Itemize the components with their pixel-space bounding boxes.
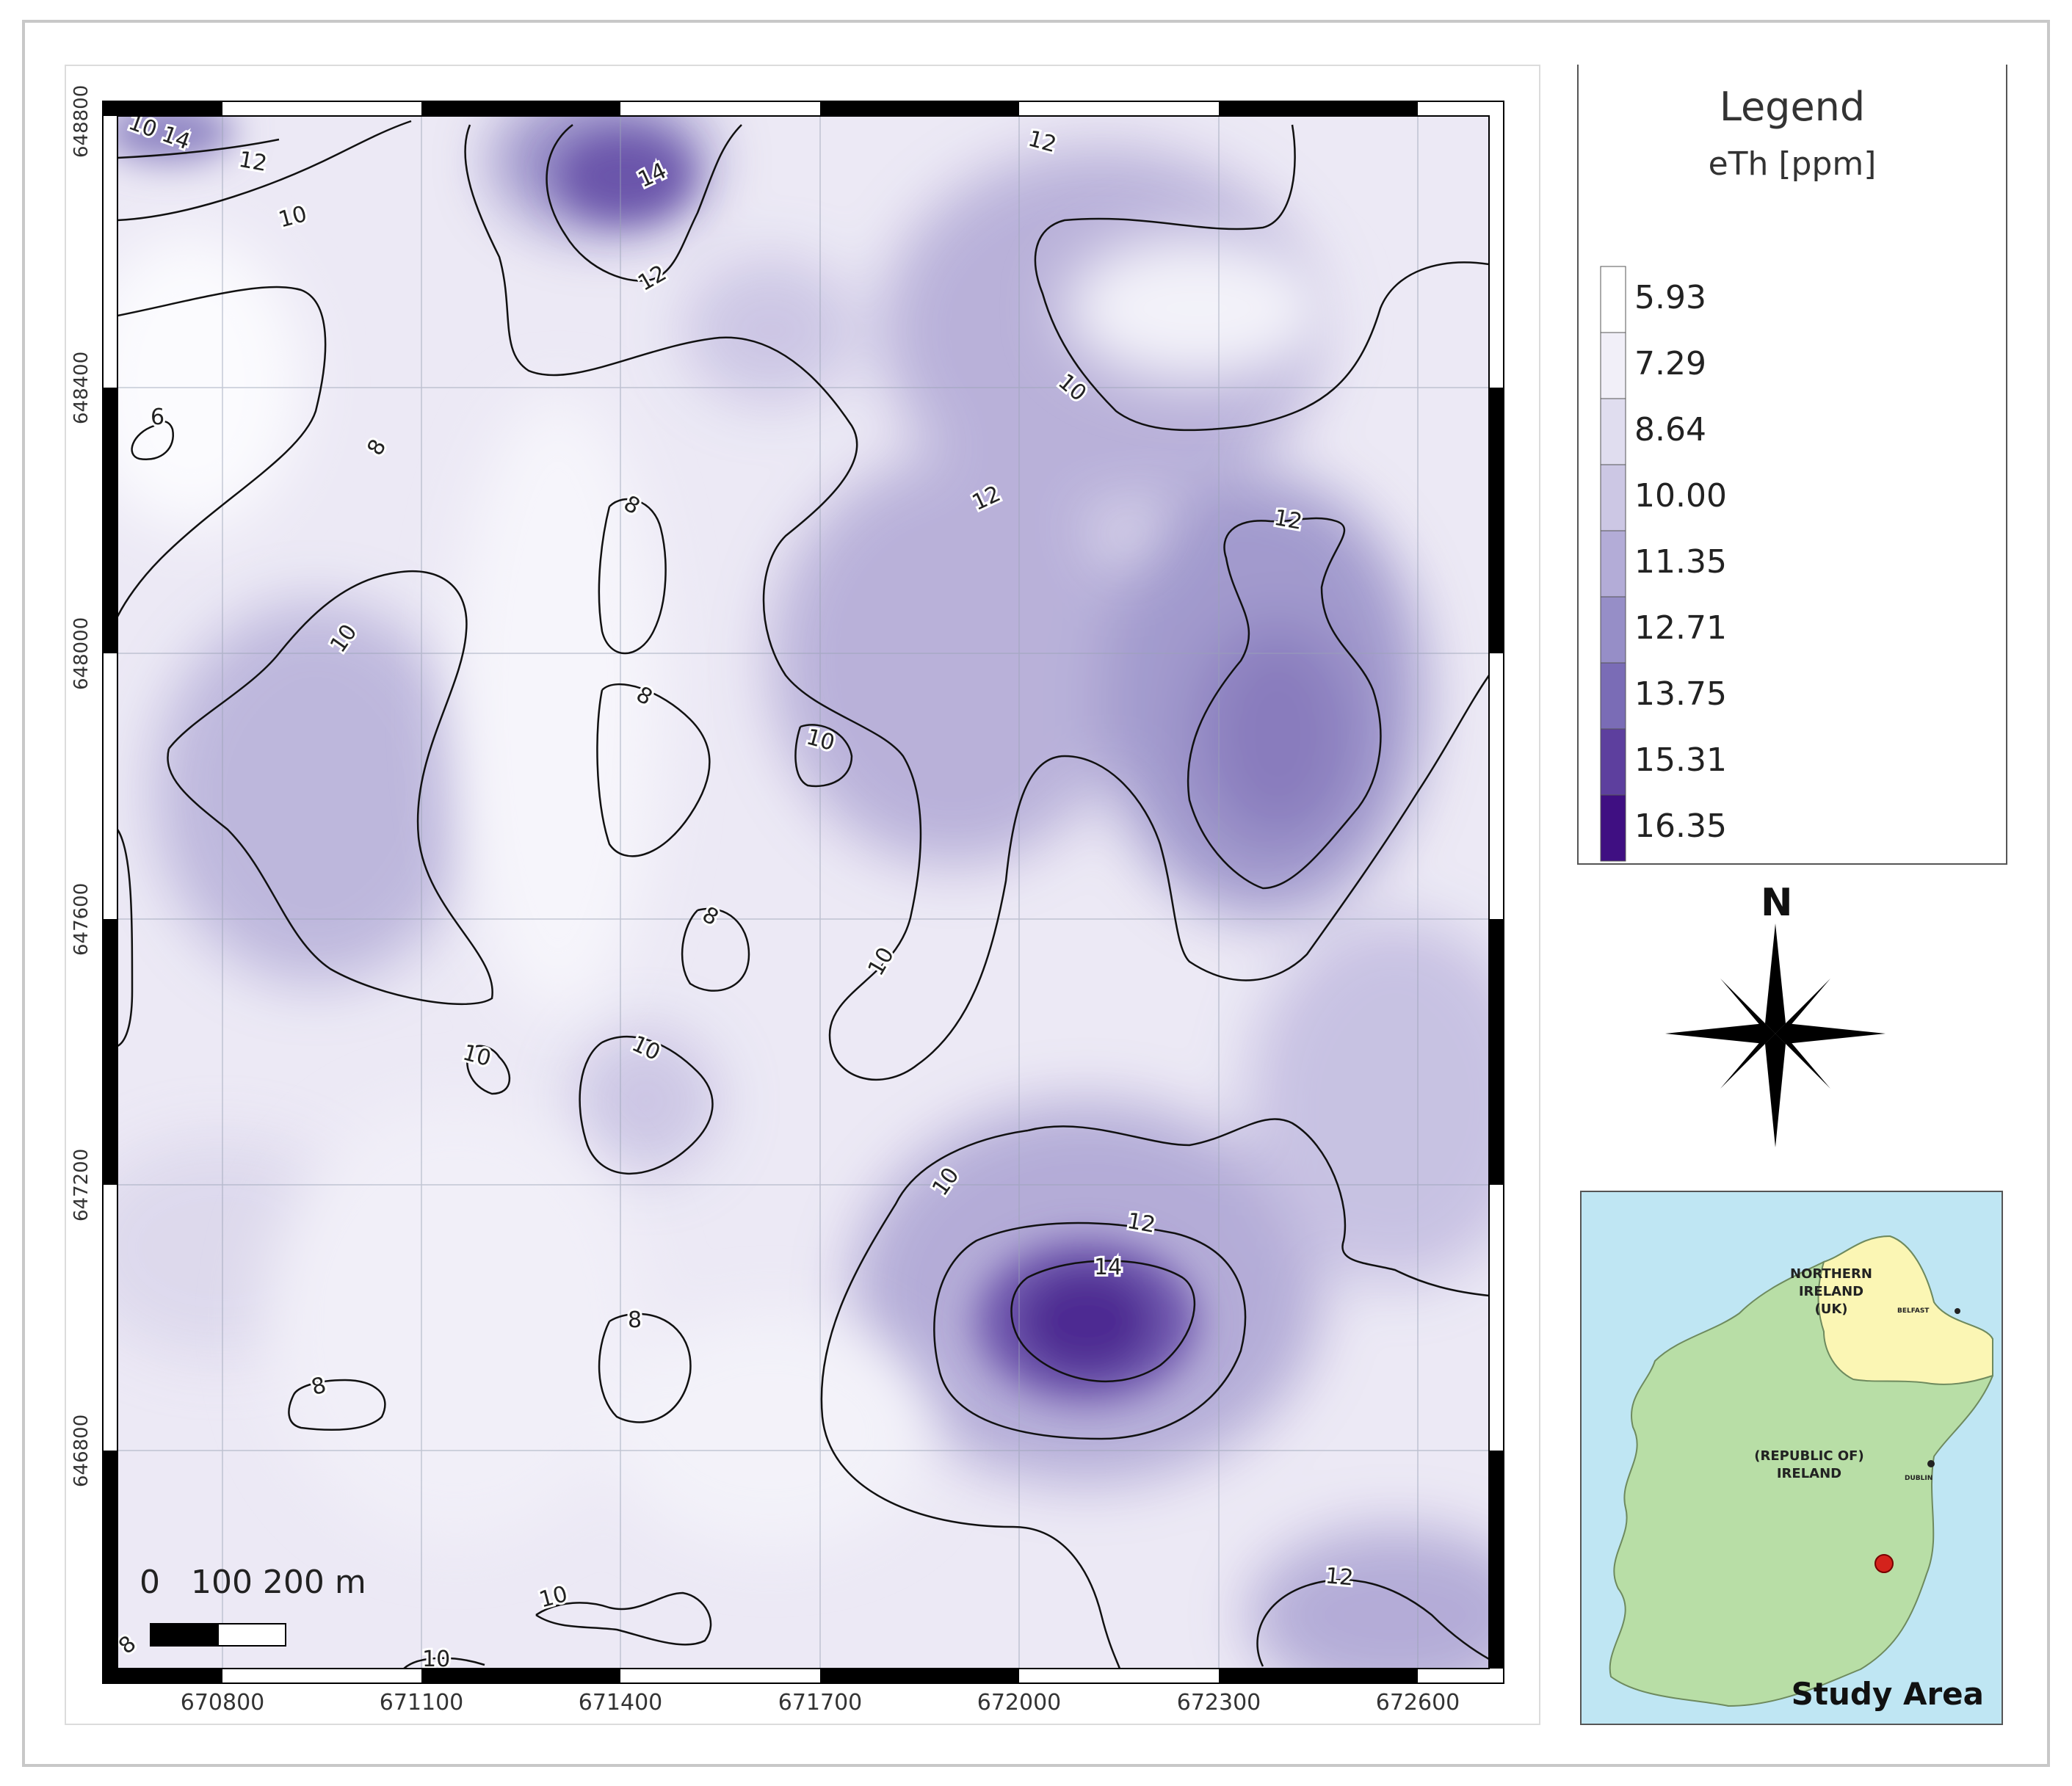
legend-swatch	[1600, 464, 1626, 531]
north-star-icon	[1665, 923, 1886, 1147]
legend-title: Legend	[1719, 84, 1866, 130]
scale-bar-label: 0 100 200 m	[140, 1564, 366, 1601]
inset-label-roi-2: IRELAND	[1776, 1466, 1842, 1481]
scale-bar	[150, 1623, 286, 1647]
inset-label-ni-2: IRELAND	[1798, 1284, 1864, 1299]
north-label: N	[1761, 881, 1793, 925]
legend-swatch	[1600, 398, 1626, 465]
map-panel-border	[65, 65, 1540, 1725]
legend-swatch	[1600, 530, 1626, 598]
legend-panel: Legend eTh [ppm] 5.93 7.29 8.64 10.00 11.35 1…	[1577, 65, 2007, 865]
contour-label: 8	[628, 1307, 642, 1333]
inset-caption: Study Area	[1791, 1676, 1984, 1712]
inset-label-roi-1: (REPUBLIC OF)	[1754, 1448, 1864, 1464]
x-tick-label: 671400	[578, 1690, 663, 1716]
x-tick-label: 672600	[1375, 1690, 1460, 1716]
legend-label: 12.71	[1634, 609, 1727, 647]
legend-swatch	[1600, 728, 1626, 796]
legend-swatch	[1600, 332, 1626, 399]
legend-label: 8.64	[1634, 411, 1706, 449]
eth-raster	[117, 116, 1489, 1669]
map-neatline	[102, 101, 1504, 1684]
legend-label: 16.35	[1634, 807, 1727, 845]
ireland-outline	[1609, 1235, 1993, 1707]
y-tick-label: 646800	[70, 1414, 93, 1487]
legend-swatch	[1600, 662, 1626, 730]
legend-label: 10.00	[1634, 477, 1727, 515]
contour-label: 12	[1272, 505, 1305, 535]
contour-label: 12	[237, 147, 269, 177]
x-tick-label: 672000	[977, 1690, 1062, 1716]
x-tick-label: 671100	[379, 1690, 464, 1716]
contour-label: 12	[1325, 1563, 1355, 1591]
y-tick-label: 648400	[70, 351, 93, 424]
inset-label-ni-1: NORTHERN	[1790, 1266, 1872, 1282]
contour-label: 12	[1126, 1208, 1158, 1238]
contour-lines	[117, 120, 1489, 1669]
legend-swatch	[1600, 266, 1626, 333]
legend-unit: eTh [ppm]	[1708, 145, 1877, 183]
legend-ramp-svg	[1600, 266, 1626, 862]
legend-label: 13.75	[1634, 675, 1727, 713]
inset-map: NORTHERN IRELAND (UK) BELFAST (REPUBLIC …	[1580, 1191, 2003, 1725]
graticule	[117, 116, 1489, 1669]
legend-swatch	[1600, 794, 1626, 862]
inset-label-belfast: BELFAST	[1897, 1307, 1930, 1315]
x-tick-label: 672300	[1176, 1690, 1261, 1716]
y-tick-label: 648000	[70, 617, 93, 690]
x-tick-label: 671700	[778, 1690, 863, 1716]
y-tick-label: 648800	[70, 84, 93, 158]
legend-label: 7.29	[1634, 345, 1706, 382]
y-tick-label: 647200	[70, 1148, 93, 1221]
contour-label: 6	[151, 404, 164, 430]
legend-label: 11.35	[1634, 543, 1727, 581]
legend-swatch	[1600, 596, 1626, 664]
x-tick-label: 670800	[180, 1690, 265, 1716]
legend-label: 15.31	[1634, 741, 1727, 779]
y-tick-label: 647600	[70, 882, 93, 956]
inset-label-dublin: DUBLIN	[1905, 1475, 1933, 1482]
legend-label: 5.93	[1634, 279, 1706, 316]
contour-label: 14	[1094, 1255, 1122, 1280]
inset-label-ni-3: (UK)	[1814, 1302, 1848, 1317]
figure-border	[22, 20, 2050, 1767]
